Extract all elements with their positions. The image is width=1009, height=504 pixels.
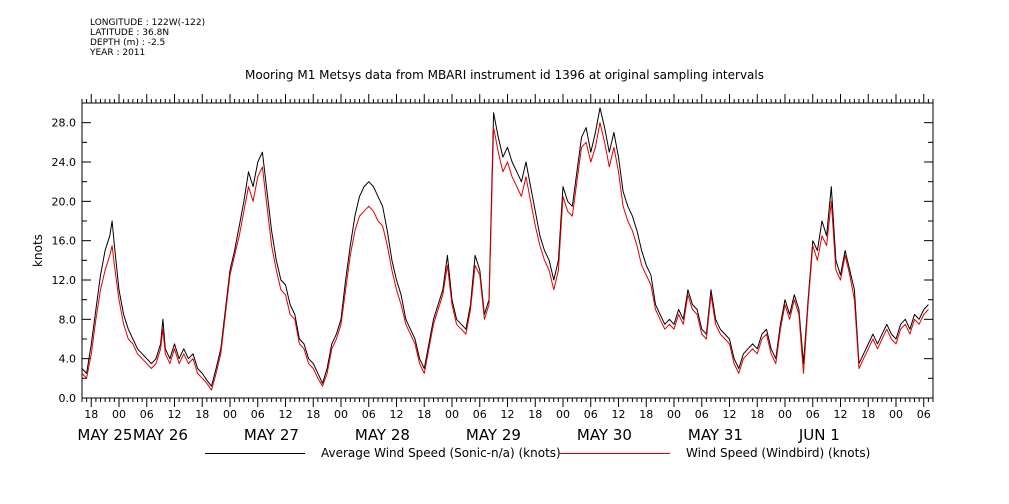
legend-swatch-black <box>205 452 305 454</box>
series-line-sonic <box>81 107 929 387</box>
legend-entry-windbird: Wind Speed (Windbird) (knots) <box>560 446 870 460</box>
x-hour-label: 06 <box>362 408 376 421</box>
x-date-label: MAY 31 <box>688 426 743 444</box>
x-hour-label: 00 <box>556 408 570 421</box>
x-hour-label: 00 <box>112 408 126 421</box>
x-hour-label: 06 <box>251 408 265 421</box>
x-hour-label: 00 <box>223 408 237 421</box>
chart-title: Mooring M1 Metsys data from MBARI instru… <box>245 68 764 82</box>
legend-swatch-red <box>560 452 670 454</box>
x-hour-label: 18 <box>195 408 209 421</box>
y-tick-label: 20.0 <box>52 195 77 208</box>
x-hour-label: 00 <box>889 408 903 421</box>
x-hour-label: 12 <box>501 408 515 421</box>
x-date-label: MAY 30 <box>577 426 632 444</box>
x-hour-label: 12 <box>834 408 848 421</box>
x-hour-label: 12 <box>612 408 626 421</box>
x-hour-label: 18 <box>750 408 764 421</box>
x-hour-label: 06 <box>584 408 598 421</box>
x-hour-label: 06 <box>695 408 709 421</box>
x-hour-label: 06 <box>473 408 487 421</box>
x-hour-label: 00 <box>445 408 459 421</box>
x-hour-label: 06 <box>140 408 154 421</box>
x-date-label: MAY 25 <box>77 426 132 444</box>
legend-entry-sonic: Average Wind Speed (Sonic-n/a) (knots) <box>205 446 561 460</box>
year-text: YEAR : 2011 <box>90 48 146 58</box>
location-metadata: LONGITUDE : 122W(-122) LATITUDE : 36.8N … <box>90 18 205 58</box>
latitude-text: LATITUDE : 36.8N <box>90 28 170 38</box>
x-date-label: MAY 26 <box>133 426 188 444</box>
x-date-label: MAY 27 <box>244 426 299 444</box>
y-tick-label: 28.0 <box>52 117 77 130</box>
x-hour-label: 18 <box>417 408 431 421</box>
x-hour-label: 12 <box>390 408 404 421</box>
y-tick-label: 12.0 <box>52 274 77 287</box>
x-hour-label: 18 <box>639 408 653 421</box>
x-hour-label: 12 <box>723 408 737 421</box>
x-hour-label: 12 <box>168 408 182 421</box>
x-hour-label: 18 <box>306 408 320 421</box>
longitude-text: LONGITUDE : 122W(-122) <box>90 18 206 28</box>
x-hour-label: 18 <box>528 408 542 421</box>
x-hour-label: 00 <box>778 408 792 421</box>
legend-label-sonic: Average Wind Speed (Sonic-n/a) (knots) <box>321 446 561 460</box>
y-tick-label: 4.0 <box>59 353 77 366</box>
x-hour-label: 06 <box>806 408 820 421</box>
x-date-label: MAY 29 <box>466 426 521 444</box>
x-hour-label: 12 <box>279 408 293 421</box>
y-tick-label: 24.0 <box>52 156 77 169</box>
x-date-label: JUN 1 <box>798 426 840 444</box>
y-tick-label: 16.0 <box>52 235 77 248</box>
x-hour-label: 18 <box>84 408 98 421</box>
y-tick-label: 8.0 <box>59 313 77 326</box>
x-hour-label: 00 <box>334 408 348 421</box>
x-hour-label: 06 <box>917 408 931 421</box>
y-axis-label: knots <box>31 234 45 267</box>
x-hour-label: 00 <box>667 408 681 421</box>
x-date-label: MAY 28 <box>355 426 410 444</box>
x-hour-label: 18 <box>861 408 875 421</box>
series-line-windbird <box>81 122 929 391</box>
legend-label-windbird: Wind Speed (Windbird) (knots) <box>686 446 871 460</box>
depth-text: DEPTH (m) : -2.5 <box>90 38 166 48</box>
y-tick-label: 0.0 <box>59 392 77 405</box>
